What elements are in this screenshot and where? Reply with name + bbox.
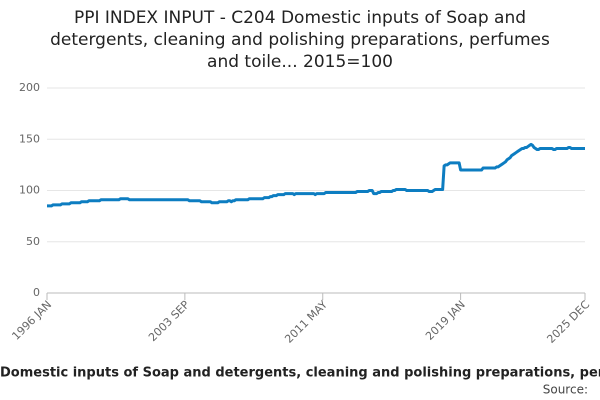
y-tick-label: 200 xyxy=(19,81,40,94)
y-tick-label: 0 xyxy=(33,286,40,299)
x-tick-label: 2003 SEP xyxy=(146,298,192,344)
x-tick-label: 1996 JAN xyxy=(9,298,54,343)
x-tick-label: 2011 MAY xyxy=(282,298,330,346)
legend-label: Domestic inputs of Soap and detergents, … xyxy=(0,366,600,381)
chart-title: detergents, cleaning and polishing prepa… xyxy=(50,30,550,50)
chart-title: and toile... 2015=100 xyxy=(207,52,393,72)
y-tick-label: 150 xyxy=(19,132,40,145)
source: Source: xyxy=(543,383,588,397)
series-line xyxy=(47,142,585,208)
x-tick-label: 2025 DEC xyxy=(544,298,592,346)
x-tick-label: 2019 JAN xyxy=(423,298,468,343)
y-tick-label: 100 xyxy=(19,184,40,197)
y-tick-label: 50 xyxy=(26,235,40,248)
chart-title: PPI INDEX INPUT - C204 Domestic inputs o… xyxy=(74,8,526,28)
